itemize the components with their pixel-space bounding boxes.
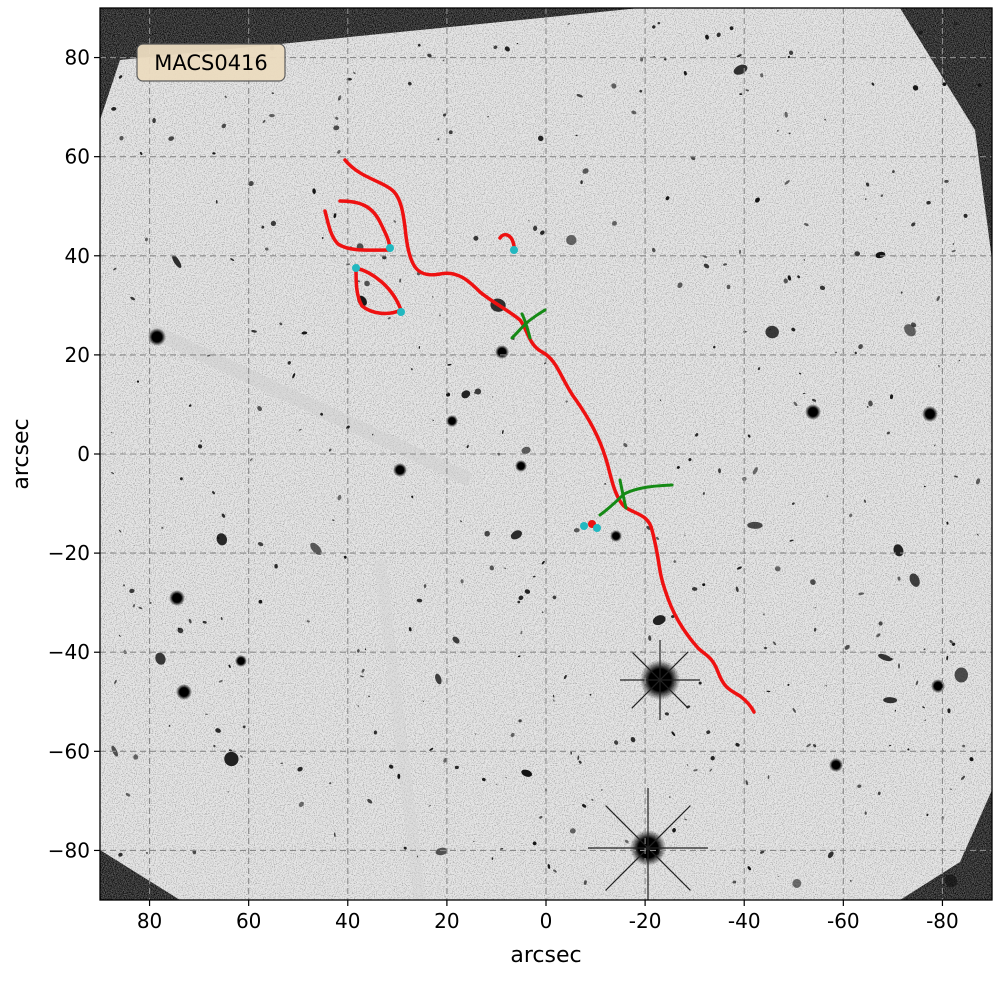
caustic-upper [510,308,547,340]
image-marker [510,246,518,254]
y-tick-label: −80 [48,838,90,862]
caustic-curves [510,308,674,517]
image-marker [352,264,360,272]
image-marker [593,524,601,532]
y-axis-title: arcsec [9,418,34,489]
x-tick-label: -80 [926,909,959,933]
critical-curves [323,158,756,714]
y-tick-label: 80 [65,46,90,70]
caustic-upper-cross [520,312,532,340]
y-tick-label: −60 [48,739,90,763]
cluster-label-badge: MACS0416 [136,43,286,82]
x-tick-label: 0 [540,909,553,933]
y-tick-label: −20 [48,541,90,565]
image-markers [352,244,601,532]
cluster-name: MACS0416 [154,51,268,75]
critical-curve-lower-loop [354,266,403,316]
x-axis-title: arcsec [510,943,581,968]
y-tick-label: 40 [65,244,90,268]
x-tick-label: 60 [236,909,261,933]
critical-curve-main [343,158,756,714]
x-tick-label: 20 [434,909,459,933]
image-marker [386,244,394,252]
y-tick-label: 0 [77,442,90,466]
y-tick-label: 20 [65,343,90,367]
critical-curve-small [498,232,516,248]
image-marker [580,522,588,530]
x-tick-label: -60 [827,909,860,933]
x-tick-label: -20 [629,909,662,933]
axis-ticks: 80 60 40 20 0 -20 -40 -60 -80 80 60 40 20 0 −20 −40 −60 −… [48,46,959,933]
critical-curve-left-loop [323,209,392,252]
x-tick-label: -40 [728,909,761,933]
critical-curve-upper-left [338,199,392,252]
y-tick-label: 60 [65,145,90,169]
y-tick-label: −40 [48,640,90,664]
x-tick-label: 40 [335,909,360,933]
sky-objects [110,21,982,900]
caustic-lower-cross [618,478,628,510]
image-marker [397,308,405,316]
x-tick-label: 80 [137,909,162,933]
